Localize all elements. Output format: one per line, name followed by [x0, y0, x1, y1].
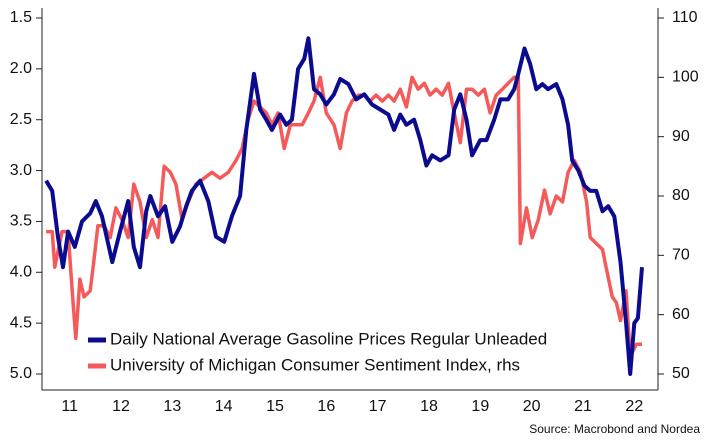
x-tick-label: 18	[420, 398, 438, 415]
y-tick-label: 3.5	[10, 213, 32, 230]
y-tick-label: 2.5	[10, 111, 32, 128]
legend-label: University of Michigan Consumer Sentimen…	[110, 355, 520, 374]
x-tick-label: 20	[523, 398, 541, 415]
series-line	[46, 75, 642, 358]
y-tick-label: 5.0	[10, 365, 32, 382]
y-tick-label: 1.5	[10, 9, 32, 26]
y2-tick-label: 50	[672, 365, 690, 382]
source: Source: Macrobond and Nordea	[529, 422, 700, 436]
y2-tick-label: 90	[672, 128, 690, 145]
y2-tick-label: 60	[672, 306, 690, 323]
y2-tick-label: 80	[672, 187, 690, 204]
legend-label: Daily National Average Gasoline Prices R…	[110, 329, 547, 348]
y-tick-label: 3.0	[10, 162, 32, 179]
x-tick-label: 17	[369, 398, 387, 415]
x-tick-label: 16	[317, 398, 335, 415]
x-tick-label: 11	[61, 398, 78, 415]
x-tick-label: 13	[163, 398, 181, 415]
x-tick-label: 15	[266, 398, 284, 415]
x-tick-label: 19	[471, 398, 489, 415]
x-tick-label: 12	[112, 398, 130, 415]
y2-tick-label: 100	[672, 69, 699, 86]
x-tick-label: 22	[625, 398, 643, 415]
series-line	[44, 36, 644, 376]
y-tick-label: 4.0	[10, 264, 32, 281]
x-tick-label: 21	[574, 398, 592, 415]
y-tick-label: 4.5	[10, 314, 32, 331]
y2-tick-label: 70	[672, 247, 690, 264]
y-tick-label: 2.0	[10, 60, 32, 77]
x-tick-label: 14	[215, 398, 233, 415]
y2-tick-label: 110	[672, 9, 698, 26]
